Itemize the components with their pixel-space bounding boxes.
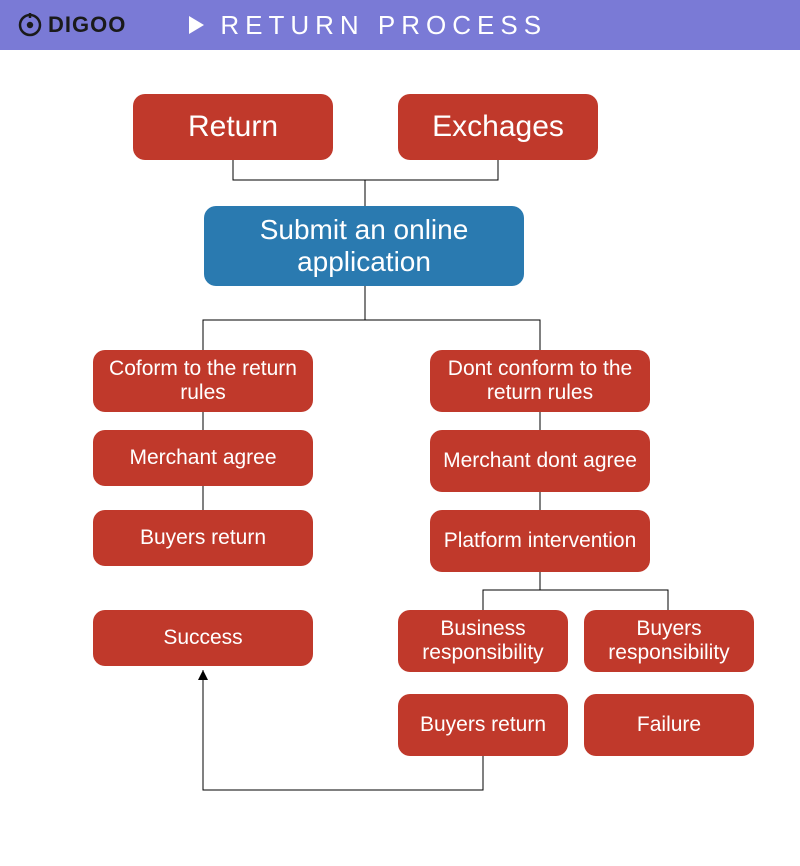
node-buyresp: Buyers responsibility bbox=[584, 610, 754, 672]
node-magree: Merchant agree bbox=[93, 430, 313, 486]
node-platform: Platform intervention bbox=[430, 510, 650, 572]
play-icon bbox=[186, 15, 206, 35]
target-icon bbox=[18, 13, 42, 37]
header-bar: DIGOO RETURN PROCESS bbox=[0, 0, 800, 50]
node-success: Success bbox=[93, 610, 313, 666]
flowchart-canvas: Return Exchages Submit an online applicati… bbox=[0, 50, 800, 866]
node-exchanges: Exchages bbox=[398, 94, 598, 160]
brand-text: DIGOO bbox=[48, 12, 126, 38]
header-title: RETURN PROCESS bbox=[220, 10, 547, 41]
brand-logo: DIGOO bbox=[18, 12, 126, 38]
node-coform: Coform to the return rules bbox=[93, 350, 313, 412]
node-submit: Submit an online application bbox=[204, 206, 524, 286]
node-dont: Dont conform to the return rules bbox=[430, 350, 650, 412]
node-failure: Failure bbox=[584, 694, 754, 756]
node-return: Return bbox=[133, 94, 333, 160]
node-breturn: Buyers return bbox=[93, 510, 313, 566]
node-bizresp: Business responsibility bbox=[398, 610, 568, 672]
node-breturn2: Buyers return bbox=[398, 694, 568, 756]
node-mdont: Merchant dont agree bbox=[430, 430, 650, 492]
